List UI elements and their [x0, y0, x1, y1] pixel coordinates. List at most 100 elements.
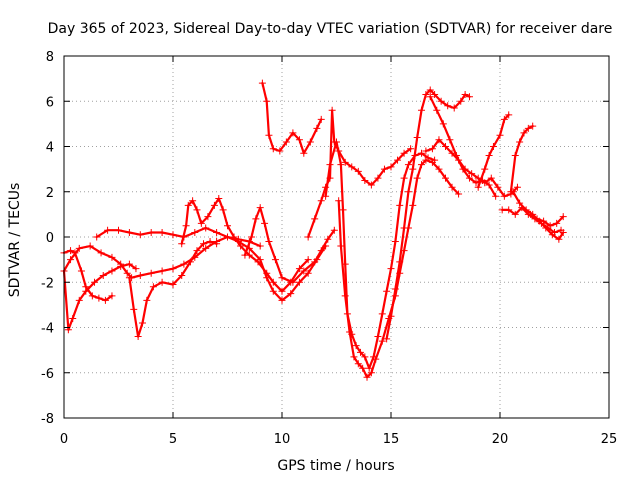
data-point	[553, 219, 561, 227]
data-point	[516, 199, 524, 207]
data-point	[193, 206, 201, 214]
data-point	[433, 106, 441, 114]
data-point	[418, 161, 426, 169]
data-point	[88, 292, 96, 300]
data-point	[202, 224, 210, 232]
data-point	[487, 174, 495, 182]
data-point	[138, 319, 146, 327]
data-point	[516, 138, 524, 146]
data-point	[367, 181, 375, 189]
data-point	[295, 278, 303, 286]
data-point	[352, 342, 360, 350]
data-point	[86, 242, 94, 250]
data-point	[324, 235, 332, 243]
series-arc-14	[426, 93, 500, 200]
series-line	[509, 125, 534, 193]
data-point	[465, 93, 473, 101]
data-point	[117, 262, 125, 270]
data-point	[169, 281, 177, 289]
y-tick-label: -8	[41, 412, 54, 427]
data-point	[125, 260, 133, 268]
data-point	[95, 294, 103, 302]
data-point	[383, 287, 391, 295]
data-point	[317, 247, 325, 255]
data-point	[472, 179, 480, 187]
data-point	[158, 278, 166, 286]
y-tick-label: -6	[41, 367, 54, 382]
data-point	[304, 269, 312, 277]
series-arc-6	[178, 195, 312, 295]
data-point	[230, 233, 238, 241]
data-point	[184, 201, 192, 209]
data-point	[400, 174, 408, 182]
y-tick-label: 2	[46, 186, 54, 201]
data-point	[206, 238, 214, 246]
data-point	[524, 124, 532, 132]
data-point	[400, 224, 408, 232]
data-point	[93, 233, 101, 241]
data-point	[306, 138, 314, 146]
data-point	[134, 333, 142, 341]
series-arc-7	[241, 204, 338, 286]
x-tick-label: 5	[169, 432, 177, 447]
data-point	[136, 231, 144, 239]
data-point	[396, 258, 404, 266]
data-point	[422, 90, 430, 98]
series-line	[477, 113, 510, 189]
data-point	[509, 188, 517, 196]
y-tick-label: 0	[46, 231, 54, 246]
data-point	[409, 165, 417, 173]
data-point	[178, 271, 186, 279]
data-point	[132, 265, 140, 273]
data-point	[180, 260, 188, 268]
data-point	[99, 271, 107, 279]
data-point	[413, 174, 421, 182]
data-point	[304, 256, 312, 264]
data-point	[348, 163, 356, 171]
data-point	[247, 233, 255, 241]
data-point	[435, 165, 443, 173]
data-point	[383, 335, 391, 343]
data-point	[256, 242, 264, 250]
data-point	[169, 265, 177, 273]
data-point	[186, 258, 194, 266]
data-point	[77, 267, 85, 275]
data-point	[191, 228, 199, 236]
series-layer	[60, 79, 567, 381]
data-point	[374, 333, 382, 341]
data-point	[378, 337, 386, 345]
series-arc-3	[60, 260, 140, 334]
data-point	[300, 267, 308, 275]
data-point	[125, 228, 133, 236]
data-point	[529, 122, 537, 130]
data-point	[219, 206, 227, 214]
series-arc-18	[509, 188, 567, 243]
data-point	[136, 271, 144, 279]
grid	[64, 56, 609, 418]
data-point	[241, 251, 249, 259]
data-point	[300, 149, 308, 157]
data-point	[123, 269, 131, 277]
data-point	[391, 238, 399, 246]
data-point	[313, 124, 321, 132]
data-point	[75, 244, 83, 252]
series-line	[128, 240, 218, 338]
data-point	[354, 167, 362, 175]
data-point	[278, 287, 286, 295]
data-point	[372, 355, 380, 363]
data-point	[210, 201, 218, 209]
data-point	[317, 197, 325, 205]
data-point	[452, 152, 460, 160]
data-point	[71, 249, 79, 257]
data-point	[548, 231, 556, 239]
data-point	[457, 97, 465, 105]
data-point	[67, 256, 75, 264]
y-tick-label: 4	[46, 141, 54, 156]
data-point	[511, 152, 519, 160]
data-point	[511, 210, 519, 218]
series-line	[501, 206, 563, 234]
series-line	[529, 213, 565, 227]
data-point	[513, 183, 521, 191]
data-point	[555, 235, 563, 243]
data-point	[559, 228, 567, 236]
